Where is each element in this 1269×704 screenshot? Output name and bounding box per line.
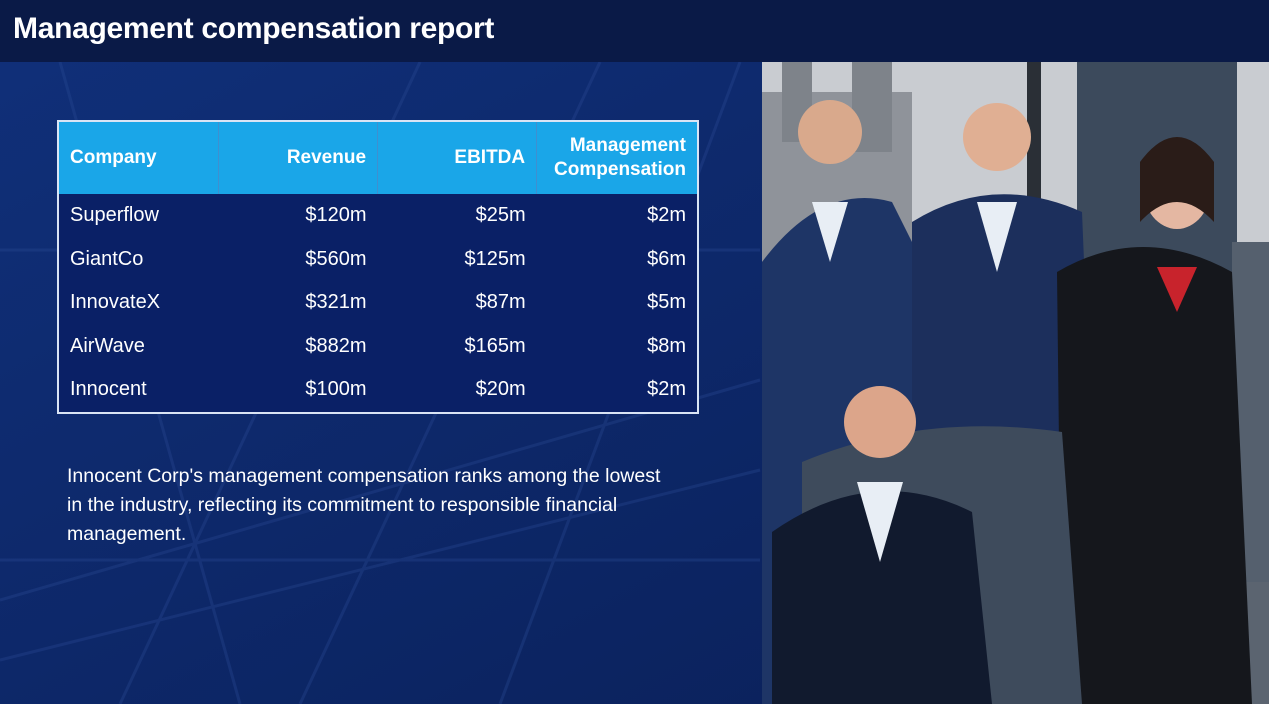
value-cell: $165m: [377, 324, 537, 368]
value-cell: $321m: [218, 281, 378, 325]
summary-text: Innocent Corp's management compensation …: [67, 465, 661, 545]
table-row: Superflow $120m $25m $2m: [58, 194, 698, 238]
table-row: AirWave $882m $165m $8m: [58, 324, 698, 368]
value-cell: $8m: [536, 324, 698, 368]
table-body: Superflow $120m $25m $2m GiantCo $560m $125m $6…: [58, 194, 698, 413]
column-header: Revenue: [218, 121, 379, 194]
header-bar: Management compensation report: [0, 0, 1269, 62]
table-row: GiantCo $560m $125m $6m: [58, 237, 698, 281]
value-cell: $100m: [218, 368, 378, 413]
company-cell: AirWave: [58, 324, 219, 368]
value-cell: $120m: [218, 194, 378, 238]
value-cell: $125m: [377, 237, 537, 281]
value-cell: $560m: [218, 237, 378, 281]
team-photo: [762, 62, 1269, 704]
compensation-table: Company Revenue EBITDA Management Compensat…: [57, 120, 699, 414]
table-row: InnovateX $321m $87m $5m: [58, 281, 698, 325]
column-header: Management Compensation: [536, 121, 698, 194]
value-cell: $5m: [536, 281, 698, 325]
table-header-row: Company Revenue EBITDA Management Compensat…: [58, 121, 698, 194]
company-cell: GiantCo: [58, 237, 219, 281]
company-cell: Innocent: [58, 368, 219, 413]
value-cell: $87m: [377, 281, 537, 325]
value-cell: $2m: [536, 194, 698, 238]
value-cell: $25m: [377, 194, 537, 238]
column-header: EBITDA: [377, 121, 538, 194]
value-cell: $20m: [377, 368, 537, 413]
column-header: Company: [58, 121, 219, 194]
value-cell: $6m: [536, 237, 698, 281]
value-cell: $2m: [536, 368, 698, 413]
company-cell: Superflow: [58, 194, 219, 238]
company-cell: InnovateX: [58, 281, 219, 325]
table-row: Innocent $100m $20m $2m: [58, 368, 698, 413]
value-cell: $882m: [218, 324, 378, 368]
slide-title: Management compensation report: [13, 12, 495, 45]
